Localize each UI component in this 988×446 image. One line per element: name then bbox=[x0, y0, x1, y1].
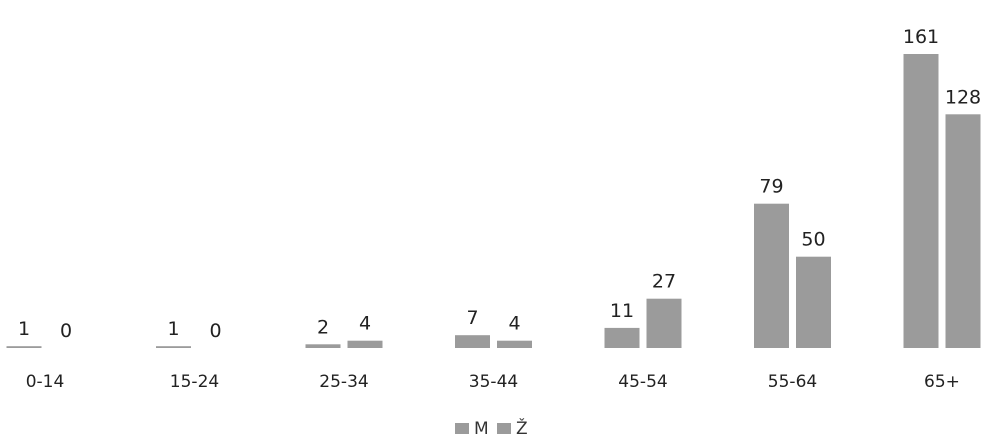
data-label-M-55-64: 79 bbox=[759, 176, 783, 198]
legend-label-M: M bbox=[474, 419, 489, 439]
data-label-M-25-34: 2 bbox=[317, 316, 329, 338]
data-label-M-35-44: 7 bbox=[466, 307, 478, 329]
data-label-M-15-24: 1 bbox=[167, 318, 179, 340]
bar-M-0-14 bbox=[6, 346, 42, 348]
x-tick-label-25-34: 25-34 bbox=[319, 372, 368, 392]
data-label-Ž-0-14: 0 bbox=[60, 320, 72, 342]
x-tick-label-0-14: 0-14 bbox=[26, 372, 65, 392]
x-tick-label-45-54: 45-54 bbox=[618, 372, 667, 392]
bar-M-65+ bbox=[903, 54, 939, 348]
bar-Ž-25-34 bbox=[347, 340, 383, 348]
data-label-Ž-15-24: 0 bbox=[209, 320, 221, 342]
plot-area: 1 0 0-14 1 0 15-24 2 4 25-34 7 4 35-44 11 27 45-54 79 50… bbox=[6, 26, 981, 392]
legend-swatch-Ž bbox=[497, 423, 511, 434]
legend-swatch-M bbox=[455, 423, 469, 434]
data-label-Ž-65+: 128 bbox=[945, 86, 981, 108]
x-tick-label-55-64: 55-64 bbox=[768, 372, 817, 392]
data-label-Ž-35-44: 4 bbox=[508, 313, 520, 335]
data-label-Ž-25-34: 4 bbox=[359, 313, 371, 335]
bar-M-25-34 bbox=[305, 344, 341, 348]
bar-M-55-64 bbox=[754, 203, 789, 348]
data-label-Ž-45-54: 27 bbox=[652, 271, 676, 293]
bar-Ž-55-64 bbox=[796, 256, 831, 348]
data-label-Ž-55-64: 50 bbox=[801, 229, 825, 251]
legend-label-Ž: Ž bbox=[516, 417, 528, 439]
x-tick-label-15-24: 15-24 bbox=[170, 372, 219, 392]
bar-M-35-44 bbox=[455, 335, 490, 348]
bar-Ž-35-44 bbox=[497, 340, 532, 348]
bar-M-15-24 bbox=[156, 346, 191, 348]
bar-Ž-65+ bbox=[945, 114, 981, 348]
bar-M-45-54 bbox=[604, 327, 640, 348]
data-label-M-65+: 161 bbox=[903, 26, 939, 48]
x-tick-label-35-44: 35-44 bbox=[469, 372, 518, 392]
data-label-M-45-54: 11 bbox=[610, 300, 634, 322]
x-tick-label-65+: 65+ bbox=[924, 372, 960, 392]
bar-Ž-45-54 bbox=[646, 298, 682, 348]
data-label-M-0-14: 1 bbox=[18, 318, 30, 340]
